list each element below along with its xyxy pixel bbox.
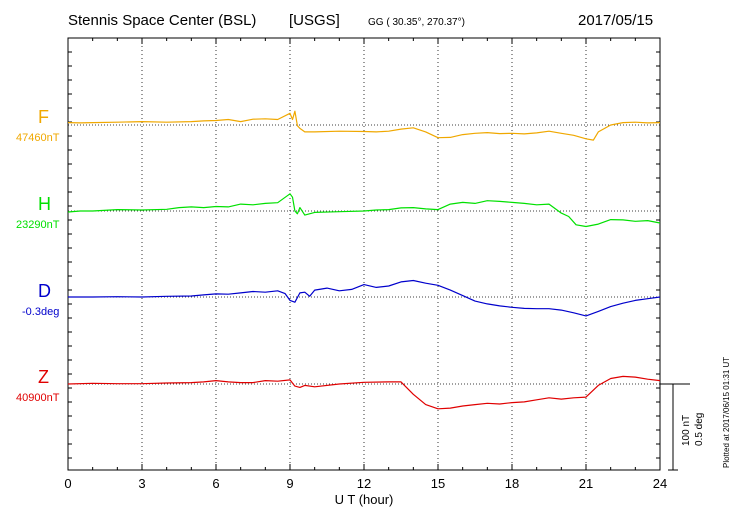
plotted-note: Plotted at 2017/06/15 01:31 UT: [722, 356, 730, 468]
baseline-label-f: 47460nT: [16, 132, 60, 144]
series-label-h: H: [38, 194, 51, 214]
series-line-h: [67, 193, 661, 228]
series-line-d: [68, 279, 661, 317]
x-tick-label: 18: [505, 476, 519, 491]
series-line-f: [67, 110, 661, 141]
x-tick-label: 9: [286, 476, 293, 491]
x-axis-label: U T (hour): [335, 492, 394, 507]
x-tick-label: 12: [357, 476, 371, 491]
x-tick-label: 24: [653, 476, 667, 491]
baseline-label-h: 23290nT: [16, 219, 60, 231]
series-label-z: Z: [38, 367, 49, 387]
baseline-label-z: 40900nT: [16, 392, 60, 404]
coords-label: GG ( 30.35°, 270.37°): [368, 17, 465, 28]
x-tick-label: 3: [138, 476, 145, 491]
scale-deg-label: 0.5 deg: [694, 412, 705, 446]
x-tick-label: 21: [579, 476, 593, 491]
source-label: [USGS]: [289, 12, 340, 29]
baseline-label-d: -0.3deg: [22, 306, 60, 318]
station-title: Stennis Space Center (BSL): [68, 12, 257, 29]
date-label: 2017/05/15: [578, 12, 654, 29]
x-tick-label: 15: [431, 476, 445, 491]
x-tick-label: 6: [212, 476, 219, 491]
series-line-z: [67, 375, 661, 410]
x-tick-label: 0: [64, 476, 71, 491]
series-label-d: D: [38, 281, 51, 301]
series-label-f: F: [38, 107, 49, 127]
scale-nt-label: 100 nT: [681, 414, 692, 446]
